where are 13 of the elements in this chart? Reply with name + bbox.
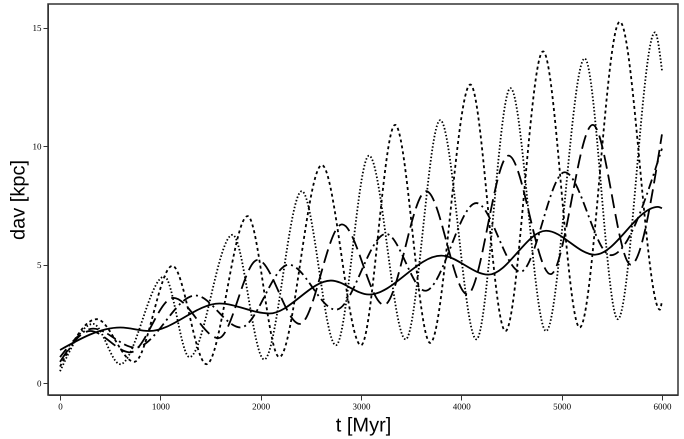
x-tick-label: 4000 xyxy=(452,402,472,412)
x-axis-title: t [Myr] xyxy=(336,414,392,436)
y-tick-label: 0 xyxy=(37,378,42,389)
x-tick-label: 6000 xyxy=(653,402,672,412)
x-tick-label: 2000 xyxy=(252,402,271,412)
y-tick-label: 15 xyxy=(32,23,42,34)
y-tick-label: 5 xyxy=(37,260,42,270)
y-tick-label: 10 xyxy=(32,142,42,152)
x-tick-label: 5000 xyxy=(553,402,572,412)
x-tick-label: 3000 xyxy=(352,402,371,412)
y-axis-title: dav [kpc] xyxy=(8,160,30,240)
x-tick-label: 1000 xyxy=(152,402,170,412)
x-tick-label: 0 xyxy=(58,402,64,412)
